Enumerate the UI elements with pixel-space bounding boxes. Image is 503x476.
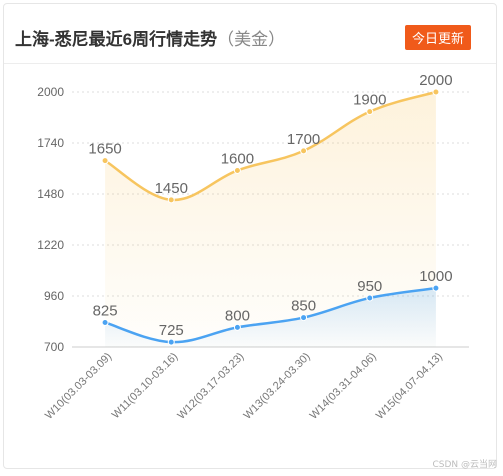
series-area-1 <box>105 92 436 347</box>
x-tick-label: W10(03.03-03.09) <box>43 351 114 422</box>
y-tick-label: 700 <box>44 340 64 354</box>
data-label: 1600 <box>221 150 254 167</box>
data-point <box>167 338 175 346</box>
data-point <box>366 108 374 116</box>
data-label: 800 <box>225 307 250 324</box>
data-point <box>300 147 308 155</box>
y-tick-label: 1220 <box>37 238 64 252</box>
data-label: 1650 <box>88 141 121 158</box>
series-line-1 <box>104 90 437 202</box>
data-point <box>101 318 109 326</box>
x-tick-label: W11(03.10-03.16) <box>110 351 181 422</box>
data-label: 2000 <box>419 72 452 89</box>
data-point <box>233 166 241 174</box>
watermark: CSDN @云当网 <box>432 460 497 470</box>
data-label: 1900 <box>353 92 386 109</box>
chart-title: 上海-悉尼最近6周行情走势（美金） <box>15 30 286 49</box>
data-label: 825 <box>93 302 118 319</box>
data-point <box>300 314 308 322</box>
card-header: 上海-悉尼最近6周行情走势（美金） 今日更新 <box>4 4 496 64</box>
data-label: 1700 <box>287 131 320 148</box>
y-tick-label: 1740 <box>37 136 64 150</box>
today-updated-badge[interactable]: 今日更新 <box>404 25 471 50</box>
data-label: 725 <box>159 322 184 339</box>
data-label: 950 <box>357 278 382 295</box>
data-point <box>233 323 241 331</box>
data-point <box>432 88 440 96</box>
y-tick-label: 960 <box>44 289 64 303</box>
data-label: 1000 <box>419 268 452 285</box>
data-label: 1450 <box>155 180 188 197</box>
x-tick-label: W12(03.17-03.23) <box>175 351 246 422</box>
data-label: 850 <box>291 298 316 315</box>
series-line-2 <box>104 286 437 344</box>
x-tick-label: W14(03.31-04.06) <box>308 351 379 422</box>
x-tick-label: W15(04.07-04.13) <box>374 351 445 422</box>
data-point <box>432 284 440 292</box>
data-point <box>167 196 175 204</box>
data-point <box>366 294 374 302</box>
data-point <box>101 157 109 165</box>
currency-unit: （美金） <box>217 30 286 49</box>
y-tick-label: 1480 <box>37 187 64 201</box>
x-tick-label: W13(03.24-03.30) <box>242 351 313 422</box>
y-tick-label: 2000 <box>37 85 64 99</box>
